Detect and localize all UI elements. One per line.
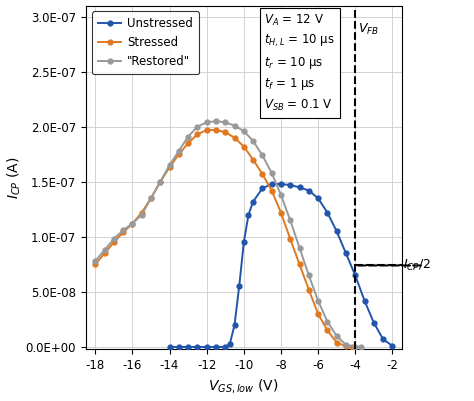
Unstressed bbox=[237, 284, 242, 289]
"Restored" bbox=[213, 119, 219, 124]
Stressed bbox=[111, 240, 117, 245]
"Restored" bbox=[250, 139, 256, 144]
"Restored" bbox=[278, 192, 284, 197]
Unstressed bbox=[380, 337, 386, 342]
Unstressed bbox=[213, 344, 219, 349]
Unstressed bbox=[269, 182, 274, 186]
Stressed bbox=[315, 312, 321, 316]
"Restored" bbox=[194, 124, 200, 129]
Stressed bbox=[176, 152, 182, 157]
Unstressed bbox=[334, 229, 339, 234]
Stressed bbox=[260, 172, 265, 176]
Stressed bbox=[185, 141, 191, 146]
Stressed bbox=[241, 144, 246, 149]
Stressed bbox=[343, 344, 349, 349]
Unstressed bbox=[371, 320, 377, 325]
"Restored" bbox=[102, 248, 108, 253]
Stressed bbox=[102, 251, 108, 256]
Stressed bbox=[325, 328, 330, 333]
"Restored" bbox=[297, 245, 302, 250]
Legend: Unstressed, Stressed, "Restored": Unstressed, Stressed, "Restored" bbox=[92, 12, 199, 74]
Unstressed bbox=[232, 322, 237, 327]
"Restored" bbox=[129, 221, 135, 226]
Stressed bbox=[92, 262, 98, 267]
"Restored" bbox=[352, 344, 358, 349]
Stressed bbox=[129, 221, 135, 226]
Unstressed bbox=[241, 240, 246, 245]
"Restored" bbox=[139, 213, 145, 217]
Unstressed bbox=[306, 188, 312, 193]
Stressed bbox=[157, 179, 163, 184]
Stressed bbox=[334, 340, 339, 345]
Stressed bbox=[167, 165, 173, 170]
"Restored" bbox=[176, 148, 182, 153]
Unstressed bbox=[315, 196, 321, 200]
Text: $I_{CP}/2$: $I_{CP}/2$ bbox=[402, 258, 430, 273]
"Restored" bbox=[167, 163, 173, 168]
"Restored" bbox=[92, 259, 98, 263]
Unstressed bbox=[194, 344, 200, 349]
Unstressed bbox=[352, 273, 358, 278]
Text: $V_{FB}$: $V_{FB}$ bbox=[358, 22, 379, 37]
"Restored" bbox=[325, 319, 330, 324]
Stressed bbox=[349, 344, 355, 349]
Stressed bbox=[297, 262, 302, 267]
X-axis label: $V_{GS,low}$ (V): $V_{GS,low}$ (V) bbox=[209, 377, 279, 395]
Unstressed bbox=[222, 344, 228, 349]
Unstressed bbox=[227, 341, 233, 346]
Stressed bbox=[250, 157, 256, 162]
"Restored" bbox=[287, 218, 293, 223]
Line: Unstressed: Unstressed bbox=[167, 182, 395, 349]
Unstressed bbox=[287, 183, 293, 188]
Stressed bbox=[139, 210, 145, 215]
Unstressed bbox=[246, 213, 251, 217]
"Restored" bbox=[111, 237, 117, 241]
Unstressed bbox=[185, 344, 191, 349]
Unstressed bbox=[297, 185, 302, 190]
"Restored" bbox=[120, 228, 126, 233]
"Restored" bbox=[306, 273, 312, 278]
Unstressed bbox=[390, 344, 395, 348]
Y-axis label: $I_{CP}$ (A): $I_{CP}$ (A) bbox=[6, 156, 23, 198]
Unstressed bbox=[362, 298, 367, 303]
"Restored" bbox=[315, 298, 321, 303]
Unstressed bbox=[250, 199, 256, 204]
"Restored" bbox=[185, 134, 191, 139]
"Restored" bbox=[222, 120, 228, 125]
Unstressed bbox=[204, 344, 210, 349]
Stressed bbox=[120, 230, 126, 235]
"Restored" bbox=[358, 344, 364, 349]
"Restored" bbox=[343, 342, 349, 347]
Line: "Restored": "Restored" bbox=[93, 119, 363, 349]
"Restored" bbox=[260, 153, 265, 158]
Unstressed bbox=[278, 182, 284, 186]
Text: $V_A$ = 12 V
$t_{H,L}$ = 10 μs
$t_r$ = 10 μs
$t_f$ = 1 μs
$V_{SB}$ = 0.1 V: $V_A$ = 12 V $t_{H,L}$ = 10 μs $t_r$ = 1… bbox=[264, 12, 335, 113]
Stressed bbox=[232, 135, 237, 140]
Stressed bbox=[148, 196, 154, 200]
"Restored" bbox=[241, 129, 246, 134]
Stressed bbox=[278, 210, 284, 215]
Unstressed bbox=[176, 344, 182, 349]
"Restored" bbox=[232, 123, 237, 128]
Stressed bbox=[287, 237, 293, 241]
Stressed bbox=[222, 130, 228, 135]
Unstressed bbox=[325, 210, 330, 215]
Stressed bbox=[213, 128, 219, 132]
Stressed bbox=[269, 188, 274, 193]
"Restored" bbox=[204, 120, 210, 125]
"Restored" bbox=[334, 334, 339, 338]
Unstressed bbox=[167, 344, 173, 349]
Line: Stressed: Stressed bbox=[93, 128, 354, 349]
Stressed bbox=[306, 287, 312, 292]
Unstressed bbox=[260, 186, 265, 191]
Unstressed bbox=[343, 251, 349, 256]
"Restored" bbox=[148, 196, 154, 200]
"Restored" bbox=[269, 170, 274, 175]
"Restored" bbox=[157, 179, 163, 184]
Stressed bbox=[204, 128, 210, 132]
Stressed bbox=[194, 132, 200, 137]
